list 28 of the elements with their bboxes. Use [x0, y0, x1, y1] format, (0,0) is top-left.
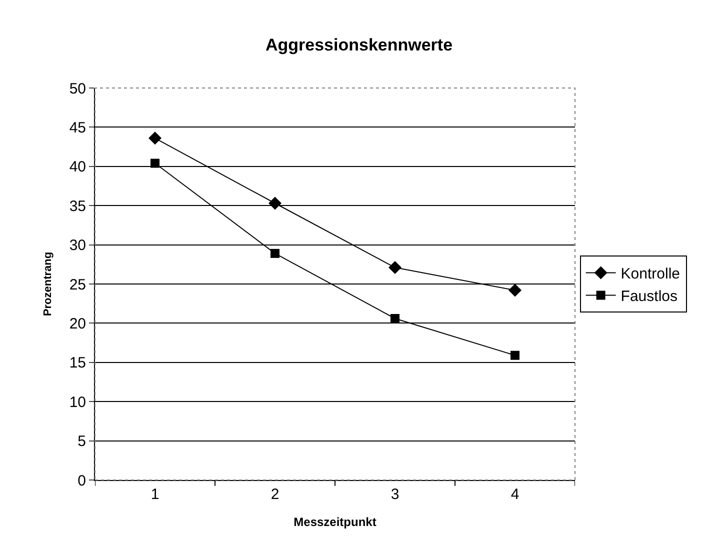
point [270, 248, 280, 258]
y-tick-label: 20 [69, 315, 86, 332]
chart-title: Aggressionskennwerte [265, 35, 453, 54]
y-tick-label: 30 [69, 237, 86, 254]
y-axis-title: Prozentrang [42, 252, 54, 316]
point [150, 158, 160, 168]
y-tick-label: 40 [69, 158, 86, 176]
point [388, 261, 402, 274]
x-axis-title: Messzeitpunkt [294, 514, 376, 529]
point [148, 132, 162, 145]
y-tick-label: 10 [69, 394, 86, 411]
x-tick-label: 1 [150, 486, 160, 503]
x-tick-label: 3 [390, 486, 400, 503]
y-tick-label: 35 [69, 198, 86, 215]
point [508, 284, 522, 297]
y-tick-label: 0 [78, 472, 86, 490]
y-tick-label: 50 [69, 80, 86, 98]
legend-label: Kontrolle [620, 266, 680, 283]
y-tick-label: 15 [69, 354, 86, 372]
point [390, 314, 400, 323]
y-tick-label: 45 [69, 119, 86, 136]
legend-label: Faustlos [620, 288, 678, 306]
x-tick-label: 2 [270, 486, 280, 503]
y-tick-label: 5 [78, 433, 86, 450]
x-tick-label: 4 [510, 486, 520, 503]
point [510, 350, 520, 360]
point [268, 196, 282, 210]
y-tick-label: 25 [69, 276, 86, 294]
